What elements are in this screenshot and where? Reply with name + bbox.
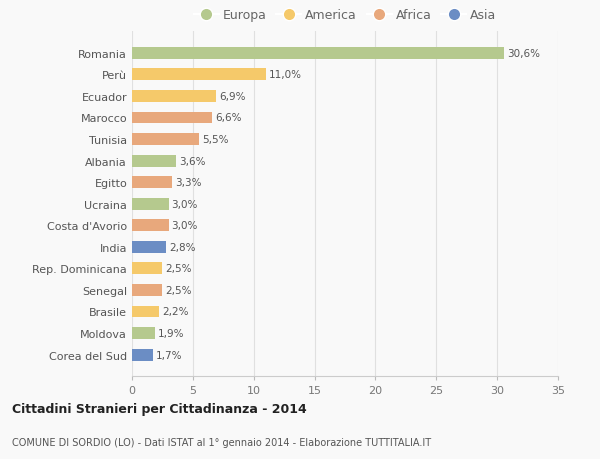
Bar bbox=[132, 91, 216, 103]
Text: 1,9%: 1,9% bbox=[158, 328, 185, 338]
Bar bbox=[132, 349, 152, 361]
Bar bbox=[132, 69, 266, 81]
Bar bbox=[132, 177, 172, 189]
Bar bbox=[132, 112, 212, 124]
Text: 2,2%: 2,2% bbox=[162, 307, 188, 317]
Text: 3,0%: 3,0% bbox=[172, 199, 198, 209]
Text: 1,7%: 1,7% bbox=[156, 350, 182, 360]
Bar bbox=[132, 198, 169, 210]
Text: 6,9%: 6,9% bbox=[219, 92, 245, 102]
Bar bbox=[132, 155, 176, 167]
Text: 11,0%: 11,0% bbox=[269, 70, 302, 80]
Bar bbox=[132, 134, 199, 146]
Text: 30,6%: 30,6% bbox=[508, 49, 541, 59]
Text: 6,6%: 6,6% bbox=[215, 113, 242, 123]
Legend: Europa, America, Africa, Asia: Europa, America, Africa, Asia bbox=[188, 4, 502, 27]
Text: COMUNE DI SORDIO (LO) - Dati ISTAT al 1° gennaio 2014 - Elaborazione TUTTITALIA.: COMUNE DI SORDIO (LO) - Dati ISTAT al 1°… bbox=[12, 437, 431, 448]
Text: 2,5%: 2,5% bbox=[166, 285, 192, 295]
Bar bbox=[132, 327, 155, 339]
Bar bbox=[132, 241, 166, 253]
Text: 2,8%: 2,8% bbox=[169, 242, 196, 252]
Bar bbox=[132, 48, 505, 60]
Bar bbox=[132, 263, 163, 274]
Bar bbox=[132, 285, 163, 296]
Text: 3,0%: 3,0% bbox=[172, 221, 198, 231]
Text: 2,5%: 2,5% bbox=[166, 264, 192, 274]
Text: 3,3%: 3,3% bbox=[175, 178, 202, 188]
Bar bbox=[132, 306, 159, 318]
Text: 5,5%: 5,5% bbox=[202, 135, 229, 145]
Text: 3,6%: 3,6% bbox=[179, 156, 205, 166]
Bar bbox=[132, 220, 169, 232]
Text: Cittadini Stranieri per Cittadinanza - 2014: Cittadini Stranieri per Cittadinanza - 2… bbox=[12, 403, 307, 415]
